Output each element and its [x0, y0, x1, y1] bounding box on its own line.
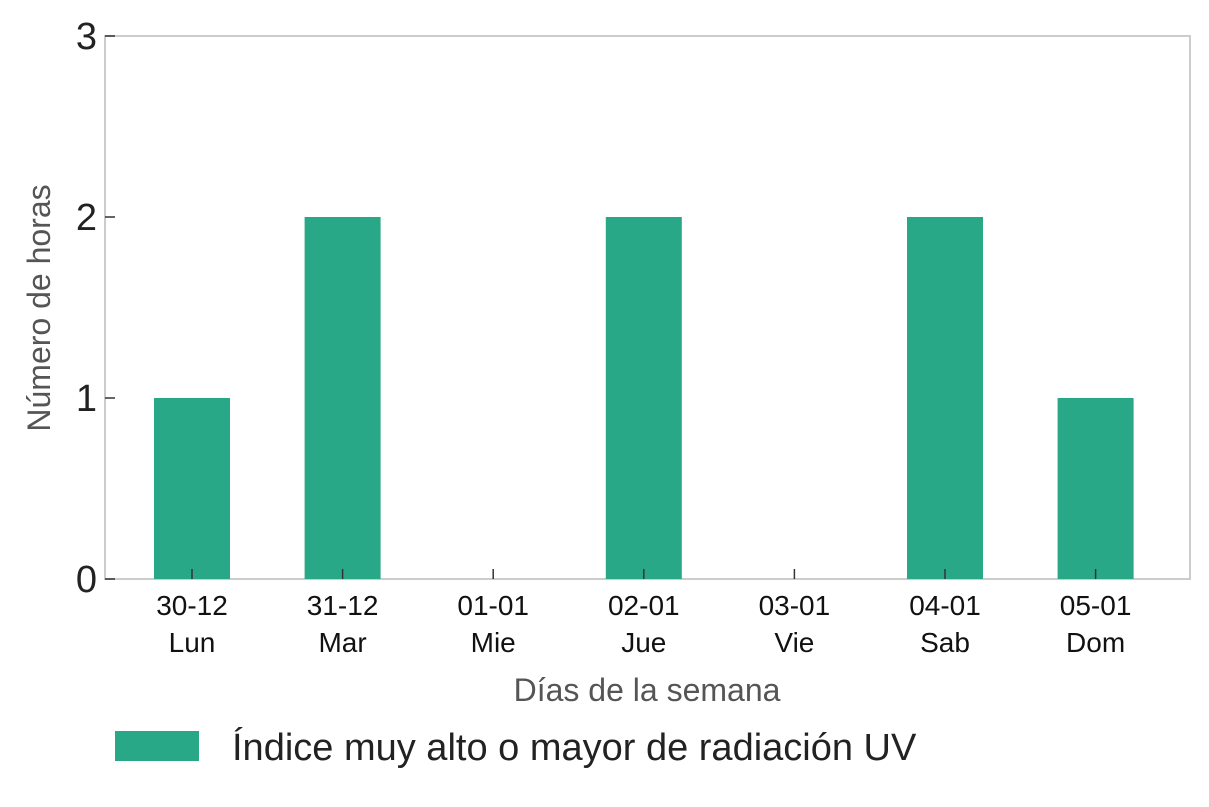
- x-tick-label-day: Sab: [920, 627, 970, 658]
- legend: Índice muy alto o mayor de radiación UV: [115, 726, 917, 769]
- legend-label: Índice muy alto o mayor de radiación UV: [232, 726, 917, 769]
- x-axis-ticks: 30-12 Lun 31-12 Mar 01-01 Mie 02-01 Jue 03-01 Vie…: [156, 569, 1131, 658]
- bar-30-12: [154, 398, 230, 579]
- y-axis-ticks: 0 1 2 3: [76, 16, 115, 601]
- x-tick-label-date: 02-01: [608, 590, 680, 621]
- x-tick-label-date: 30-12: [156, 590, 228, 621]
- x-tick-label-day: Dom: [1066, 627, 1125, 658]
- x-tick-label-date: 31-12: [307, 590, 379, 621]
- y-tick-label: 1: [76, 378, 97, 420]
- bars-group: [154, 217, 1134, 579]
- legend-swatch: [115, 731, 199, 761]
- x-tick-label-date: 01-01: [457, 590, 529, 621]
- bar-04-01: [907, 217, 983, 579]
- x-tick-label-day: Mar: [318, 627, 366, 658]
- x-tick-label-day: Vie: [774, 627, 814, 658]
- bar-02-01: [605, 217, 682, 579]
- bar-05-01: [1057, 398, 1134, 579]
- x-tick-label-date: 05-01: [1060, 590, 1132, 621]
- x-axis-title: Días de la semana: [514, 672, 781, 708]
- x-tick-label-day: Lun: [169, 627, 216, 658]
- y-tick-label: 2: [76, 197, 97, 239]
- x-tick-label-day: Jue: [621, 627, 666, 658]
- x-tick-label-date: 03-01: [759, 590, 831, 621]
- x-tick-label-date: 04-01: [909, 590, 981, 621]
- y-tick-label: 0: [76, 559, 97, 601]
- y-axis-title: Número de horas: [21, 184, 57, 431]
- x-tick-label-day: Mie: [471, 627, 516, 658]
- y-tick-label: 3: [76, 16, 97, 58]
- bar-31-12: [304, 217, 381, 579]
